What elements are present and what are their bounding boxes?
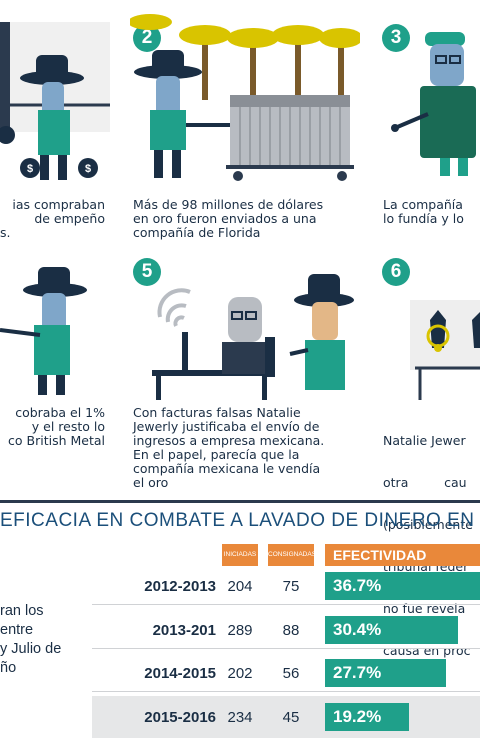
efectividad-bar: 27.7% — [325, 659, 446, 687]
palm-trees-gold-cart-illustration — [128, 14, 363, 181]
row-consignadas: 56 — [282, 665, 300, 682]
invoice-office-illustration — [152, 274, 354, 400]
table-title: EFICACIA EN COMBATE A LAVADO DE DINERO E… — [0, 510, 480, 531]
panel-2-caption: Más de 98 millones de dólares en oro fue… — [133, 198, 351, 240]
panel-4-illustration — [0, 255, 125, 395]
caption-line: de empeño — [34, 211, 105, 226]
row-period: 2014-2015 — [144, 665, 216, 682]
svg-text:$: $ — [27, 163, 33, 175]
panel-2-illustration — [128, 10, 363, 190]
caption-line: y el resto lo — [31, 419, 105, 434]
efectividad-bar: 19.2% — [325, 703, 409, 731]
caption-line: cobraba el 1% — [15, 405, 105, 420]
caption-line: s. — [0, 225, 11, 240]
caption-line: otra cau — [383, 475, 467, 490]
table-row: 2013-201 289 88 30.4% — [92, 612, 480, 649]
row-consignadas: 75 — [282, 578, 300, 595]
svg-text:$: $ — [85, 163, 91, 175]
caption-line: Con facturas falsas Natalie — [133, 405, 301, 420]
caption-line: Más de 98 millones de dólares — [133, 197, 324, 212]
panel-1-illustration: $ $ — [0, 0, 125, 190]
step-number-3: 3 — [382, 24, 410, 52]
caption-line: (posiblemente — [383, 517, 473, 532]
panel-6-illustration — [380, 300, 480, 400]
caption-line: co British Metal — [8, 433, 105, 448]
efectividad-bar: 36.7% — [325, 572, 480, 600]
caption-line: La compañía — [383, 197, 463, 212]
table-row: 2015-2016 234 45 19.2% — [92, 696, 480, 738]
side-note-line: ño — [0, 660, 17, 676]
caption-line: ias compraban — [12, 197, 105, 212]
cowboy-commission-illustration — [0, 267, 87, 395]
table-row: 2012-2013 204 75 36.7% — [92, 568, 480, 605]
caption-line: lo fundía y lo — [383, 211, 464, 226]
caption-line: compañía mexicana le vendía — [133, 461, 321, 476]
caption-line: ingresos a empresa mexicana. — [133, 433, 325, 448]
row-period: 2012-2013 — [144, 578, 216, 595]
caption-line: el oro — [133, 475, 169, 490]
side-note-line: y Julio de — [0, 641, 62, 657]
row-period: 2013-201 — [152, 622, 216, 639]
efectividad-bar: 30.4% — [325, 616, 458, 644]
caption-line: no fue revela — [383, 601, 466, 616]
panel-5-caption: Con facturas falsas Natalie Jewerly just… — [133, 406, 351, 490]
caption-line: Natalie Jewer — [383, 433, 466, 448]
cowboy-pawnshop-illustration: $ $ — [0, 22, 110, 180]
row-iniciadas: 204 — [227, 578, 253, 595]
panel-4-caption: cobraba el 1% y el resto lo co British M… — [0, 406, 105, 448]
caption-line: causa en proc — [383, 643, 471, 658]
panel-1-caption: ias compraban de empeño s. — [0, 198, 105, 240]
panel-5-illustration — [140, 262, 360, 402]
caption-line: compañía de Florida — [133, 225, 261, 240]
panel-3-illustration — [380, 10, 480, 190]
step-number-6: 6 — [382, 258, 410, 286]
row-consignadas: 45 — [282, 709, 300, 726]
row-period: 2015-2016 — [144, 709, 216, 726]
caption-line: en oro fueron enviados a una — [133, 211, 317, 226]
row-iniciadas: 234 — [227, 709, 253, 726]
panel-3-caption: La compañía lo fundía y lo — [383, 198, 480, 226]
column-header-iniciadas: INICIADAS — [222, 544, 258, 566]
row-consignadas: 88 — [282, 622, 300, 639]
side-note-line: entre — [0, 622, 34, 638]
caption-line: En el papel, parecía que la — [133, 447, 300, 462]
column-header-consignadas: CONSIGNADAS — [268, 544, 316, 566]
side-note-line: ran los — [0, 603, 44, 619]
row-iniciadas: 202 — [227, 665, 253, 682]
column-header-efectividad: EFECTIVIDAD — [325, 544, 480, 566]
table-row: 2014-2015 202 56 27.7% — [92, 655, 480, 692]
step-number-5: 5 — [133, 258, 161, 286]
caption-line: Jewerly justificaba el envío de — [133, 419, 320, 434]
jewelry-display-illustration — [410, 300, 480, 400]
side-note: ran los entre y Julio de ño — [0, 602, 61, 678]
section-divider — [0, 500, 480, 503]
smelter-worker-illustration — [391, 32, 476, 176]
row-iniciadas: 289 — [227, 622, 253, 639]
